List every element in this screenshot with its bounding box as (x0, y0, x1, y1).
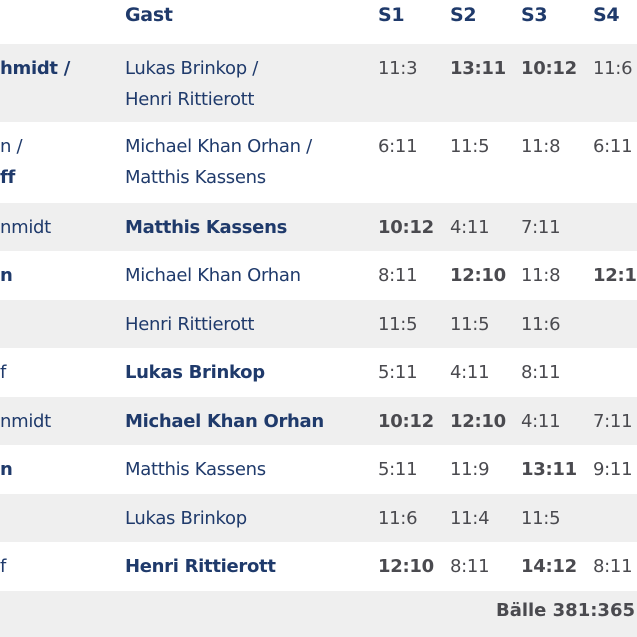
guest-player: Michael Khan Orhan (125, 260, 301, 291)
set-score-s3: 7:11 (521, 217, 561, 238)
header-s4: S4 (593, 4, 620, 26)
home-player: f (0, 551, 88, 582)
home-player-line: n (0, 265, 13, 286)
home-player-line: f (0, 556, 7, 577)
home-player: f (0, 357, 88, 388)
set-score-s3: 11:5 (521, 508, 561, 529)
table-row: n / ff Michael Khan Orhan / Matthis Kassens… (0, 122, 637, 203)
set-score-s3: 8:11 (521, 362, 561, 383)
set-score-s1: 11:6 (378, 508, 418, 529)
set-score-s2: 13:11 (450, 58, 506, 79)
home-player: nmidt (0, 212, 88, 243)
set-score-s2: 12:10 (450, 265, 506, 286)
guest-player-line: Matthis Kassens (125, 459, 266, 480)
set-score-s2: 12:10 (450, 411, 506, 432)
guest-player-line: Henri Rittierott (125, 556, 276, 577)
guest-player-line: Matthis Kassens (125, 167, 266, 188)
header-guest: Gast (125, 4, 173, 26)
table-row: f Henri Rittierott 12:10 8:11 14:12 8:11 (0, 542, 637, 591)
set-score-s1: 11:3 (378, 58, 418, 79)
guest-player-line: Lukas Brinkop (125, 362, 265, 383)
table-footer (0, 591, 637, 637)
home-player-line: n / (0, 136, 23, 157)
guest-player: Michael Khan Orhan / Matthis Kassens (125, 131, 312, 193)
home-player: nmidt (0, 406, 88, 437)
guest-player-line: Henri Rittierott (125, 89, 255, 110)
home-player: hmidt / (0, 53, 88, 84)
set-score-s1: 5:11 (378, 362, 418, 383)
set-score-s1: 11:5 (378, 314, 418, 335)
guest-player-line: Michael Khan Orhan (125, 411, 324, 432)
set-score-s3: 10:12 (521, 58, 577, 79)
set-score-s3: 11:8 (521, 136, 561, 157)
table-row: hmidt / Lukas Brinkop / Henri Rittierott 11… (0, 44, 637, 122)
guest-player-line: Michael Khan Orhan (125, 265, 301, 286)
set-score-s1: 6:11 (378, 136, 418, 157)
balls-total: Bälle 381:365 (495, 600, 635, 621)
set-score-s3: 4:11 (521, 411, 561, 432)
set-score-s3: 13:11 (521, 459, 577, 480)
set-score-s1: 10:12 (378, 217, 434, 238)
home-player-line: hmidt / (0, 58, 70, 79)
home-player-line: f (0, 362, 7, 383)
table-row: nmidt Michael Khan Orhan 10:12 12:10 4:11 7:1… (0, 397, 637, 445)
set-score-s4: 7:11 (593, 411, 633, 432)
guest-player: Lukas Brinkop / Henri Rittierott (125, 53, 258, 115)
set-score-s4: 11:6 (593, 58, 633, 79)
set-score-s4: 12:14 (593, 265, 637, 286)
set-score-s2: 4:11 (450, 362, 490, 383)
guest-player-line: Henri Rittierott (125, 314, 255, 335)
home-player-line: ff (0, 167, 16, 188)
home-player: n / ff (0, 131, 88, 193)
set-score-s2: 11:4 (450, 508, 490, 529)
table-header: Gast S1 S2 S3 S4 (0, 0, 637, 44)
home-player-line: n (0, 459, 13, 480)
guest-player: Lukas Brinkop (125, 357, 265, 388)
set-score-s2: 11:9 (450, 459, 490, 480)
home-player: n (0, 260, 88, 291)
guest-player: Lukas Brinkop (125, 503, 247, 534)
table-row: n Michael Khan Orhan 8:11 12:10 11:8 12:14 (0, 251, 637, 300)
set-score-s1: 5:11 (378, 459, 418, 480)
guest-player-line: Michael Khan Orhan / (125, 136, 312, 157)
home-player-line: nmidt (0, 411, 51, 432)
guest-player-line: Matthis Kassens (125, 217, 287, 238)
header-s1: S1 (378, 4, 405, 26)
table-row: Henri Rittierott 11:5 11:5 11:6 (0, 300, 637, 348)
table-row: f Lukas Brinkop 5:11 4:11 8:11 (0, 348, 637, 397)
table-row: n Matthis Kassens 5:11 11:9 13:11 9:11 (0, 445, 637, 494)
set-score-s2: 8:11 (450, 556, 490, 577)
guest-player: Henri Rittierott (125, 309, 254, 340)
table-row: nmidt Matthis Kassens 10:12 4:11 7:11 (0, 203, 637, 251)
set-score-s3: 11:8 (521, 265, 561, 286)
set-score-s3: 14:12 (521, 556, 577, 577)
set-score-s4: 8:11 (593, 556, 633, 577)
set-score-s4: 9:11 (593, 459, 633, 480)
guest-player-line: Lukas Brinkop (125, 508, 247, 529)
guest-player: Henri Rittierott (125, 551, 276, 582)
guest-player-line: Lukas Brinkop / (125, 58, 259, 79)
header-s2: S2 (450, 4, 477, 26)
set-score-s1: 8:11 (378, 265, 418, 286)
set-score-s2: 11:5 (450, 136, 490, 157)
set-score-s1: 10:12 (378, 411, 434, 432)
set-score-s2: 11:5 (450, 314, 490, 335)
set-score-s2: 4:11 (450, 217, 490, 238)
set-score-s3: 11:6 (521, 314, 561, 335)
guest-player: Michael Khan Orhan (125, 406, 324, 437)
guest-player: Matthis Kassens (125, 454, 266, 485)
set-score-s4: 6:11 (593, 136, 633, 157)
header-s3: S3 (521, 4, 548, 26)
home-player-line: nmidt (0, 217, 51, 238)
set-score-s1: 12:10 (378, 556, 434, 577)
table-row: Lukas Brinkop 11:6 11:4 11:5 (0, 494, 637, 542)
guest-player: Matthis Kassens (125, 212, 287, 243)
home-player: n (0, 454, 88, 485)
